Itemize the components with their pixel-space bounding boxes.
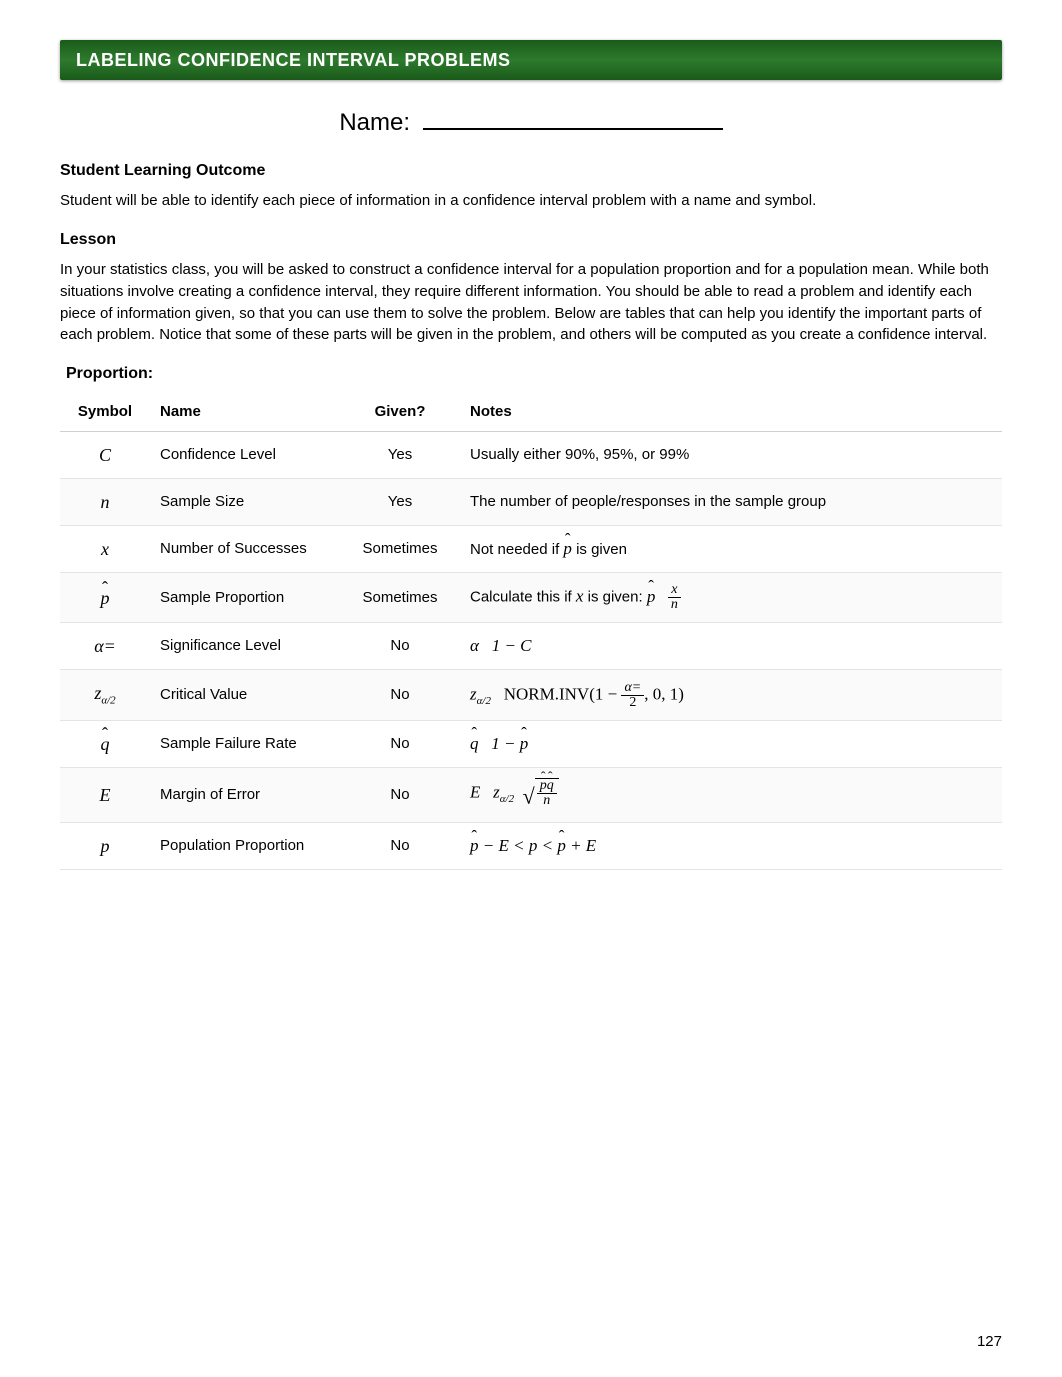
notes-cell: Not needed if p is given [460, 526, 1002, 573]
symbol-cell: E [60, 767, 150, 822]
given-cell: No [340, 670, 460, 721]
col-name: Name [150, 393, 340, 431]
args-pre: (1 − [589, 684, 621, 703]
given-cell: No [340, 767, 460, 822]
name-label: Name: [339, 109, 410, 136]
notes-text-mid: is given: [583, 589, 646, 606]
q-hat-symbol: q [547, 779, 554, 793]
p-hat-symbol: p [520, 732, 529, 757]
p-hat-symbol: p [557, 834, 566, 859]
notes-cell: Usually either 90%, 95%, or 99% [460, 431, 1002, 478]
fraction: α=2 [621, 681, 644, 710]
ineq-end: + E [566, 836, 596, 855]
name-cell: Critical Value [150, 670, 340, 721]
col-symbol: Symbol [60, 393, 150, 431]
alpha-var: α [470, 636, 479, 655]
proportion-table: Symbol Name Given? Notes C Confidence Le… [60, 393, 1002, 870]
notes-cell: α 1 − C [460, 623, 1002, 670]
notes-cell: E zα/2 √pqn [460, 767, 1002, 822]
table-row: q Sample Failure Rate No q 1 − p [60, 720, 1002, 767]
rhs: 1 − C [492, 636, 532, 655]
table-row: n Sample Size Yes The number of people/r… [60, 479, 1002, 526]
fraction-den: 2 [621, 696, 644, 710]
given-cell: Sometimes [340, 573, 460, 623]
given-cell: Sometimes [340, 526, 460, 573]
rhs-pre: 1 − [491, 734, 519, 753]
name-cell: Population Proportion [150, 823, 340, 870]
z-sub: α/2 [101, 695, 115, 707]
name-cell: Confidence Level [150, 431, 340, 478]
symbol-cell: n [60, 479, 150, 526]
name-blank[interactable] [423, 128, 723, 130]
table-row: p Sample Proportion Sometimes Calculate … [60, 573, 1002, 623]
given-cell: Yes [340, 431, 460, 478]
symbol-cell: q [60, 720, 150, 767]
lesson-body: In your statistics class, you will be as… [60, 259, 1002, 346]
table-row: E Margin of Error No E zα/2 √pqn [60, 767, 1002, 822]
p-hat-symbol: p [647, 585, 656, 610]
name-cell: Sample Size [150, 479, 340, 526]
q-hat-symbol: q [101, 731, 110, 757]
fraction-num: α= [621, 681, 644, 696]
name-line: Name: [60, 106, 1002, 141]
notes-cell: zα/2 NORM.INV(1 − α=2, 0, 1) [460, 670, 1002, 721]
fraction: pqn [537, 779, 557, 808]
symbol-cell: α= [60, 623, 150, 670]
name-cell: Margin of Error [150, 767, 340, 822]
name-cell: Significance Level [150, 623, 340, 670]
page-number: 127 [977, 1331, 1002, 1353]
fraction-den: n [668, 598, 681, 612]
section-header-text: LABELING CONFIDENCE INTERVAL PROBLEMS [76, 50, 511, 70]
name-cell: Sample Proportion [150, 573, 340, 623]
symbol-cell: zα/2 [60, 670, 150, 721]
notes-cell: Calculate this if x is given: p x n [460, 573, 1002, 623]
fraction-den: n [537, 794, 557, 808]
col-given: Given? [340, 393, 460, 431]
notes-cell: q 1 − p [460, 720, 1002, 767]
name-cell: Number of Successes [150, 526, 340, 573]
slo-body: Student will be able to identify each pi… [60, 190, 1002, 212]
p-hat-symbol: p [540, 779, 547, 793]
slo-heading: Student Learning Outcome [60, 159, 1002, 182]
E-var: E [470, 782, 480, 801]
notes-cell: p − E < p < p + E [460, 823, 1002, 870]
args-post: , 0, 1) [644, 684, 684, 703]
notes-text-pre: Calculate this if [470, 589, 576, 606]
table-row: α= Significance Level No α 1 − C [60, 623, 1002, 670]
given-cell: Yes [340, 479, 460, 526]
table-row: C Confidence Level Yes Usually either 90… [60, 431, 1002, 478]
lesson-heading: Lesson [60, 228, 1002, 251]
z-var: z [470, 684, 477, 703]
given-cell: No [340, 823, 460, 870]
p-hat-symbol: p [101, 585, 110, 611]
fraction: x n [668, 583, 681, 612]
table-row: x Number of Successes Sometimes Not need… [60, 526, 1002, 573]
p-hat-symbol: p [470, 834, 479, 859]
p-hat-symbol: p [563, 537, 572, 562]
table-row: p Population Proportion No p − E < p < p… [60, 823, 1002, 870]
z-sub: α/2 [500, 793, 514, 805]
symbol-cell: C [60, 431, 150, 478]
ineq-mid: − E < p < [479, 836, 558, 855]
q-hat-symbol: q [470, 732, 479, 757]
notes-cell: The number of people/responses in the sa… [460, 479, 1002, 526]
fraction-num: x [668, 583, 681, 598]
z-sub: α/2 [477, 694, 491, 706]
symbol-cell: p [60, 823, 150, 870]
proportion-heading: Proportion: [66, 362, 1002, 385]
table-header-row: Symbol Name Given? Notes [60, 393, 1002, 431]
given-cell: No [340, 720, 460, 767]
notes-text-post: is given [572, 541, 627, 558]
section-header-bar: LABELING CONFIDENCE INTERVAL PROBLEMS [60, 40, 1002, 80]
notes-text-pre: Not needed if [470, 541, 563, 558]
sqrt-expr: √pqn [523, 778, 559, 812]
symbol-cell: x [60, 526, 150, 573]
norminv-fn: NORM.INV [504, 684, 589, 703]
symbol-cell: p [60, 573, 150, 623]
table-row: zα/2 Critical Value No zα/2 NORM.INV(1 −… [60, 670, 1002, 721]
col-notes: Notes [460, 393, 1002, 431]
name-cell: Sample Failure Rate [150, 720, 340, 767]
z-var: z [493, 782, 500, 801]
given-cell: No [340, 623, 460, 670]
